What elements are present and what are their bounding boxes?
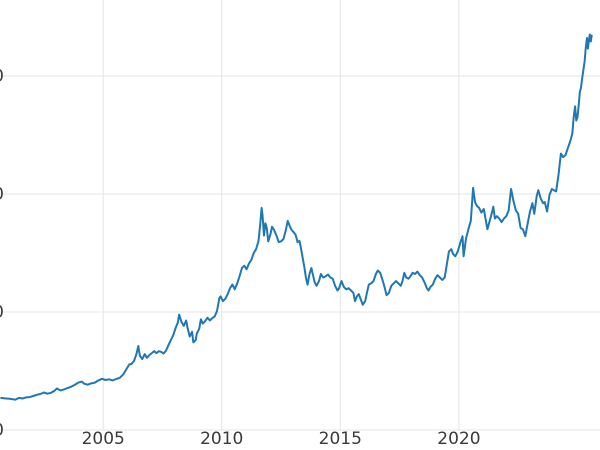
- x-tick-label: 2020: [437, 429, 480, 449]
- price-line-series: [0, 33, 593, 401]
- x-tick-label: 2010: [200, 429, 243, 449]
- y-tick-label: 3,000: [0, 67, 4, 87]
- x-tick-label: 2005: [82, 429, 125, 449]
- y-tick-label: 2,000: [0, 185, 4, 205]
- x-tick-label: 2015: [319, 429, 362, 449]
- y-tick-label: 1,000: [0, 303, 4, 323]
- y-tick-label: 0: [0, 421, 4, 441]
